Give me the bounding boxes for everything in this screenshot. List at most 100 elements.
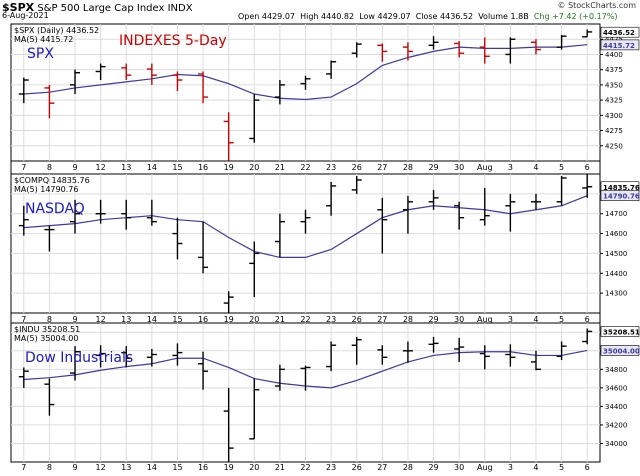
- y-tick-label: 34400: [605, 403, 627, 411]
- last-price-badge: 35208.51: [600, 326, 640, 337]
- ohlc-bar: [300, 75, 311, 90]
- ohlc-bar: [479, 187, 490, 226]
- legend-ma: MA(5) 35004.00: [14, 334, 78, 343]
- high-value: High 4440.82: [300, 12, 355, 21]
- ohlc-bar: [402, 341, 413, 363]
- x-tick-label: 15: [172, 315, 182, 324]
- x-tick-label: 20: [249, 315, 259, 324]
- ohlc-bar: [377, 43, 388, 62]
- change-value: Chg +7.42 (+0.17%): [533, 12, 618, 21]
- ohlc-bar: [44, 225, 55, 252]
- x-tick-label: 4: [533, 463, 538, 472]
- ohlc-bar: [95, 345, 106, 368]
- ohlc-bar: [454, 337, 465, 362]
- x-tick-label: 9: [72, 315, 77, 324]
- x-tick-label: 20: [249, 463, 259, 472]
- x-tick-label: 13: [121, 463, 131, 472]
- ma-value-badge-text: 14790.76: [603, 193, 640, 201]
- x-tick-label: 12: [96, 163, 106, 172]
- ohlc-bar: [428, 189, 439, 210]
- ohlc-bar: [223, 112, 234, 161]
- x-tick-label: 29: [428, 315, 438, 324]
- ohlc-bar: [530, 193, 541, 210]
- ohlc-bar: [18, 77, 29, 104]
- legend-price: $COMPQ 14835.76: [14, 176, 90, 185]
- x-tick-label: 6: [585, 163, 590, 172]
- y-tick-label: 4325: [605, 97, 623, 105]
- ohlc-bar: [479, 37, 490, 64]
- x-tick-label: 21: [275, 463, 285, 472]
- legend-price: $INDU 35208.51: [14, 325, 80, 334]
- x-tick-label: 14: [147, 463, 157, 472]
- annotation-label: Dow Industrials: [25, 350, 133, 366]
- x-tick-label: 30: [454, 163, 464, 172]
- index-name: S&P 500 Large Cap Index: [37, 3, 165, 14]
- y-tick-label: 4250: [605, 142, 623, 150]
- volume-value: Volume 1.8B: [478, 12, 529, 21]
- quote-line: Open 4429.07 High 4440.82 Low 4429.07 Cl…: [238, 12, 618, 21]
- ohlc-bar: [351, 175, 362, 194]
- ma-value-badge: 4415.72: [600, 39, 640, 51]
- ohlc-bar: [198, 71, 209, 104]
- ohlc-bar: [274, 213, 285, 258]
- x-tick-label: Aug: [477, 463, 493, 472]
- ma-line: [23, 195, 588, 258]
- source-credit: © StockCharts.com: [557, 1, 636, 10]
- ohlc-bar: [18, 367, 29, 388]
- x-tick-label: Aug: [477, 315, 493, 324]
- x-tick-label: 15: [172, 463, 182, 472]
- x-tick-label: 28: [403, 463, 413, 472]
- ma-line: [23, 44, 588, 101]
- ohlc-bar: [300, 365, 311, 391]
- legend-price: $SPX (Daily) 4436.52: [14, 26, 99, 35]
- ohlc-bar: [121, 346, 132, 368]
- ohlc-bar: [198, 221, 209, 274]
- panel-3: 7 8 9 12 13 14 15 16 19 20 21 22 23 26 27 28 29 30 Aug 3 4 5 6…: [10, 322, 640, 472]
- x-tick-label: 22: [300, 163, 310, 172]
- x-tick-label: 19: [224, 163, 234, 172]
- legend-ma: MA(5) 14790.76: [14, 185, 78, 194]
- ma-value-badge: 35004.00: [600, 345, 640, 356]
- x-tick-label: 23: [326, 315, 336, 324]
- ohlc-bar: [326, 60, 337, 79]
- chart-date: 6-Aug-2021: [2, 11, 49, 20]
- ohlc-bar: [146, 199, 157, 226]
- x-tick-label: 6: [585, 463, 590, 472]
- x-tick-label: 28: [403, 163, 413, 172]
- x-tick-label: Aug: [477, 163, 493, 172]
- ohlc-bar: [351, 336, 362, 365]
- ohlc-bar: [377, 197, 388, 254]
- ohlc-bar: [146, 348, 157, 367]
- close-value: Close 4436.52: [415, 12, 474, 21]
- ohlc-bar: [582, 328, 593, 345]
- x-tick-label: 4: [533, 163, 538, 172]
- ohlc-bar: [70, 199, 81, 234]
- x-tick-label: 13: [121, 163, 131, 172]
- ma-value-badge-box: [600, 345, 640, 356]
- x-tick-label: 19: [224, 463, 234, 472]
- x-tick-label: 19: [224, 315, 234, 324]
- symbol: $SPX: [2, 1, 35, 14]
- last-price-badge-text: 35208.51: [603, 328, 640, 336]
- y-tick-label: 4350: [605, 81, 623, 89]
- x-tick-label: 16: [198, 315, 208, 324]
- ohlc-bar: [70, 69, 81, 95]
- ohlc-bar: [326, 341, 337, 372]
- ohlc-bar: [454, 41, 465, 58]
- ohlc-bar: [300, 209, 311, 234]
- x-tick-label: 15: [172, 163, 182, 172]
- ohlc-bar: [428, 336, 439, 353]
- ohlc-bar: [479, 345, 490, 370]
- panel-2: 7 8 9 12 13 14 15 16 19 20 21 22 23 26 27 28 29 30 Aug 3 4 5 6…: [10, 173, 640, 324]
- y-tick-label: 14600: [605, 230, 627, 238]
- chart-title: $SPX S&P 500 Large Cap Index INDX: [2, 1, 193, 14]
- ohlc-bar: [249, 94, 260, 143]
- x-tick-label: 5: [559, 315, 564, 324]
- last-price-badge-text: 14835.76: [603, 184, 640, 192]
- ohlc-bar: [121, 199, 132, 230]
- x-tick-label: 28: [403, 315, 413, 324]
- ohlc-bar: [428, 36, 439, 50]
- ohlc-bar: [556, 341, 567, 361]
- ohlc-bar: [172, 71, 183, 91]
